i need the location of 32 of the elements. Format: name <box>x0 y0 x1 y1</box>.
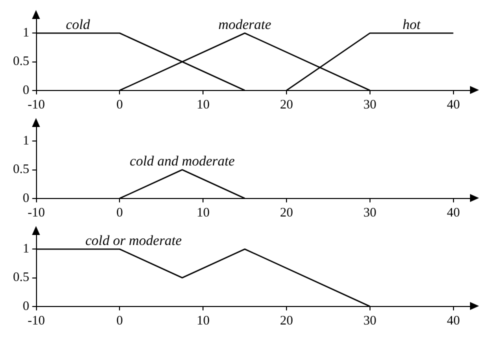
x-tick-label: 20 <box>280 204 293 220</box>
x-tick-label: 40 <box>446 312 460 328</box>
y-tick-label: 0 <box>22 82 30 97</box>
x-tick-label: 30 <box>363 96 376 112</box>
x-tick-label: 10 <box>196 96 210 112</box>
series-label: cold or moderate <box>85 234 182 249</box>
y-tick-label: 0 <box>22 298 30 313</box>
x-tick-label: 40 <box>446 204 460 220</box>
series-label: hot <box>402 18 422 33</box>
x-tick-label: 0 <box>116 96 123 112</box>
x-tick-label: 30 <box>363 204 376 220</box>
x-tick-label: 30 <box>363 312 376 328</box>
x-tick-label: -10 <box>28 312 45 328</box>
series-label: cold <box>66 18 92 33</box>
x-tick-label: 40 <box>446 96 460 112</box>
series-label: cold and moderate <box>130 154 235 170</box>
y-tick-label: 0.5 <box>13 161 30 176</box>
y-tick-label: 1 <box>22 24 30 40</box>
y-tick-label: 1 <box>22 240 30 256</box>
x-tick-label: 0 <box>116 312 123 328</box>
series-label: moderate <box>218 18 272 33</box>
x-tick-label: 20 <box>280 96 293 112</box>
x-tick-label: 10 <box>196 312 210 328</box>
y-tick-label: 0 <box>22 190 30 205</box>
x-tick-label: 0 <box>116 204 123 220</box>
y-tick-label: 0.5 <box>13 269 30 284</box>
x-tick-label: 20 <box>280 312 293 328</box>
x-tick-label: -10 <box>28 96 45 112</box>
y-tick-label: 1 <box>22 132 30 148</box>
x-tick-label: -10 <box>28 204 45 220</box>
y-tick-label: 0.5 <box>13 53 30 68</box>
x-tick-label: 10 <box>196 204 210 220</box>
